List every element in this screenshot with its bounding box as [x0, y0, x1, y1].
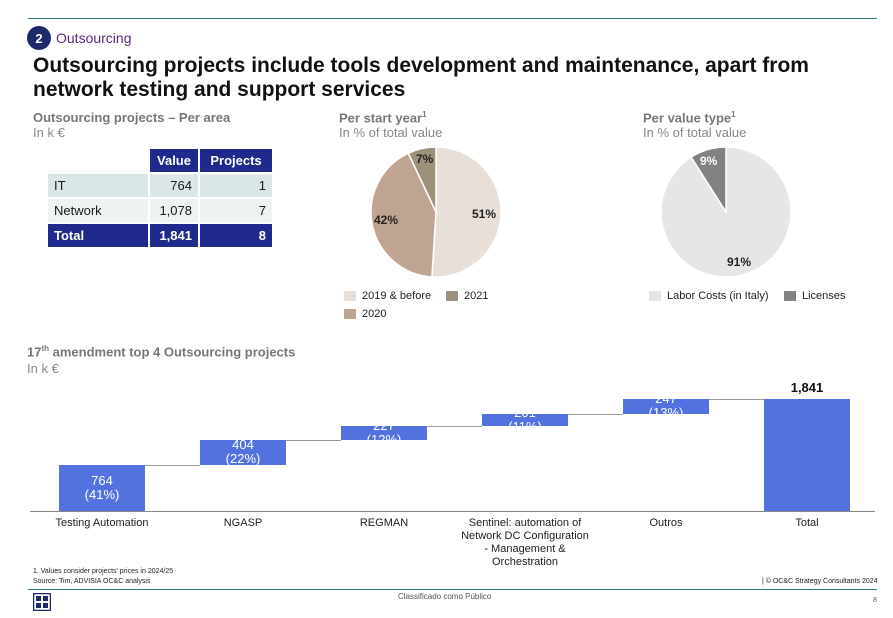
area-table: Value Projects IT 764 1 Network 1,078 7 …	[46, 147, 274, 249]
row-projects: 1	[198, 172, 274, 199]
legend-swatch	[649, 291, 661, 301]
total-value: 1,841	[148, 222, 200, 249]
legend-label: 2020	[362, 308, 387, 320]
value-type-heading: Per value type1	[643, 110, 736, 125]
pie-slice-label: 9%	[700, 154, 718, 168]
value-type-unit: In % of total value	[643, 125, 747, 140]
waterfall-bar	[341, 426, 427, 440]
start-year-footnote-mark: 1	[422, 110, 427, 119]
waterfall-category-label: REGMAN	[359, 517, 409, 529]
waterfall-connector	[427, 426, 482, 428]
legend-item: Licenses	[784, 290, 845, 302]
value-type-heading-text: Per value type	[643, 110, 732, 126]
waterfall-heading-ordinal: th	[41, 344, 50, 353]
section-label: Outsourcing	[56, 30, 132, 46]
pie-slice-label: 91%	[727, 255, 752, 269]
bottom-divider	[28, 589, 877, 590]
legend-swatch	[446, 291, 458, 301]
waterfall-unit: In k €	[27, 361, 59, 376]
copyright: | © OC&C Strategy Consultants 2024	[762, 578, 878, 585]
waterfall-value-label: 201 (11%)	[508, 405, 542, 435]
waterfall-bar	[59, 464, 145, 511]
classification-label: Classificado como Público	[398, 592, 492, 601]
legend-swatch	[344, 309, 356, 319]
company-logo-icon	[33, 593, 51, 611]
waterfall-bar	[482, 413, 568, 427]
legend-label: 2019 & before	[362, 290, 432, 302]
waterfall-connector	[145, 464, 200, 466]
waterfall-bar	[764, 399, 850, 511]
area-table-heading: Outsourcing projects – Per area	[33, 110, 231, 125]
area-table-unit: In k €	[33, 125, 65, 140]
row-label: Network	[46, 197, 150, 224]
table-total-row: Total 1,841 8	[46, 222, 274, 249]
legend-swatch	[784, 291, 796, 301]
table-row: IT 764 1	[46, 172, 274, 199]
legend-swatch	[344, 291, 356, 301]
total-projects: 8	[198, 222, 274, 249]
pie-slice-2020	[370, 152, 437, 278]
legend-item: 2020	[344, 308, 386, 320]
value-type-pie-chart	[660, 146, 792, 278]
waterfall-value-label: 227 (12%)	[366, 418, 402, 448]
value-type-footnote-mark: 1	[731, 110, 736, 119]
legend-item: Labor Costs (in Italy)	[649, 290, 768, 302]
waterfall-value-label: 764 (41%)	[84, 472, 120, 502]
waterfall-heading-number: 17	[27, 344, 42, 360]
waterfall-baseline	[30, 511, 875, 512]
legend-label: 2021	[464, 290, 489, 302]
legend-label: Licenses	[802, 290, 846, 302]
pie-slice-label: 51%	[472, 207, 497, 221]
waterfall-value-label: 1,841	[790, 380, 824, 395]
pie-slice-2019-before	[431, 146, 502, 278]
waterfall-bar	[623, 398, 709, 414]
footnote: 1. Values consider projects' prices in 2…	[33, 568, 174, 575]
row-value: 764	[148, 172, 200, 199]
row-projects: 7	[198, 197, 274, 224]
start-year-heading-text: Per start year	[339, 110, 423, 126]
waterfall-heading-text: amendment top 4 Outsourcing projects	[49, 344, 296, 360]
column-header-projects: Projects	[198, 147, 274, 174]
start-year-unit: In % of total value	[339, 125, 443, 140]
start-year-pie-chart	[370, 146, 502, 278]
pie-slice-label: 7%	[416, 152, 434, 166]
waterfall-connector	[709, 398, 764, 400]
waterfall-connector	[568, 413, 623, 415]
legend-item: 2019 & before	[344, 290, 431, 302]
waterfall-bar	[200, 439, 286, 465]
total-label: Total	[46, 222, 150, 249]
waterfall-category-label: Total	[795, 517, 819, 529]
area-table-header-row: Value Projects	[46, 147, 274, 174]
row-value: 1,078	[148, 197, 200, 224]
source-note: Source: Tim, ADVISIA OC&C analysis	[33, 578, 151, 585]
start-year-heading: Per start year1	[339, 110, 427, 125]
column-header-value: Value	[148, 147, 200, 174]
table-row: Network 1,078 7	[46, 197, 274, 224]
waterfall-category-label: Sentinel: automation of Network DC Config…	[461, 517, 589, 568]
pie-slice-label: 42%	[374, 213, 399, 227]
waterfall-category-label: NGASP	[223, 517, 263, 529]
pie-slice-licenses	[690, 146, 727, 215]
section-number-badge: 2	[27, 26, 51, 50]
page-number: 8	[873, 597, 877, 604]
row-label: IT	[46, 172, 150, 199]
waterfall-value-label: 404 (22%)	[225, 437, 261, 467]
waterfall-value-label: 247 (13%)	[648, 391, 684, 421]
waterfall-category-label: Testing Automation	[55, 517, 149, 529]
waterfall-category-label: Outros	[649, 517, 683, 529]
table-corner	[46, 147, 150, 174]
page-title: Outsourcing projects include tools devel…	[33, 54, 809, 101]
waterfall-connector	[286, 439, 341, 441]
legend-item: 2021	[446, 290, 488, 302]
pie-slice-2021	[407, 146, 437, 213]
top-divider	[28, 18, 877, 19]
waterfall-heading: 17th amendment top 4 Outsourcing project…	[27, 344, 295, 359]
legend-label: Labor Costs (in Italy)	[667, 290, 769, 302]
